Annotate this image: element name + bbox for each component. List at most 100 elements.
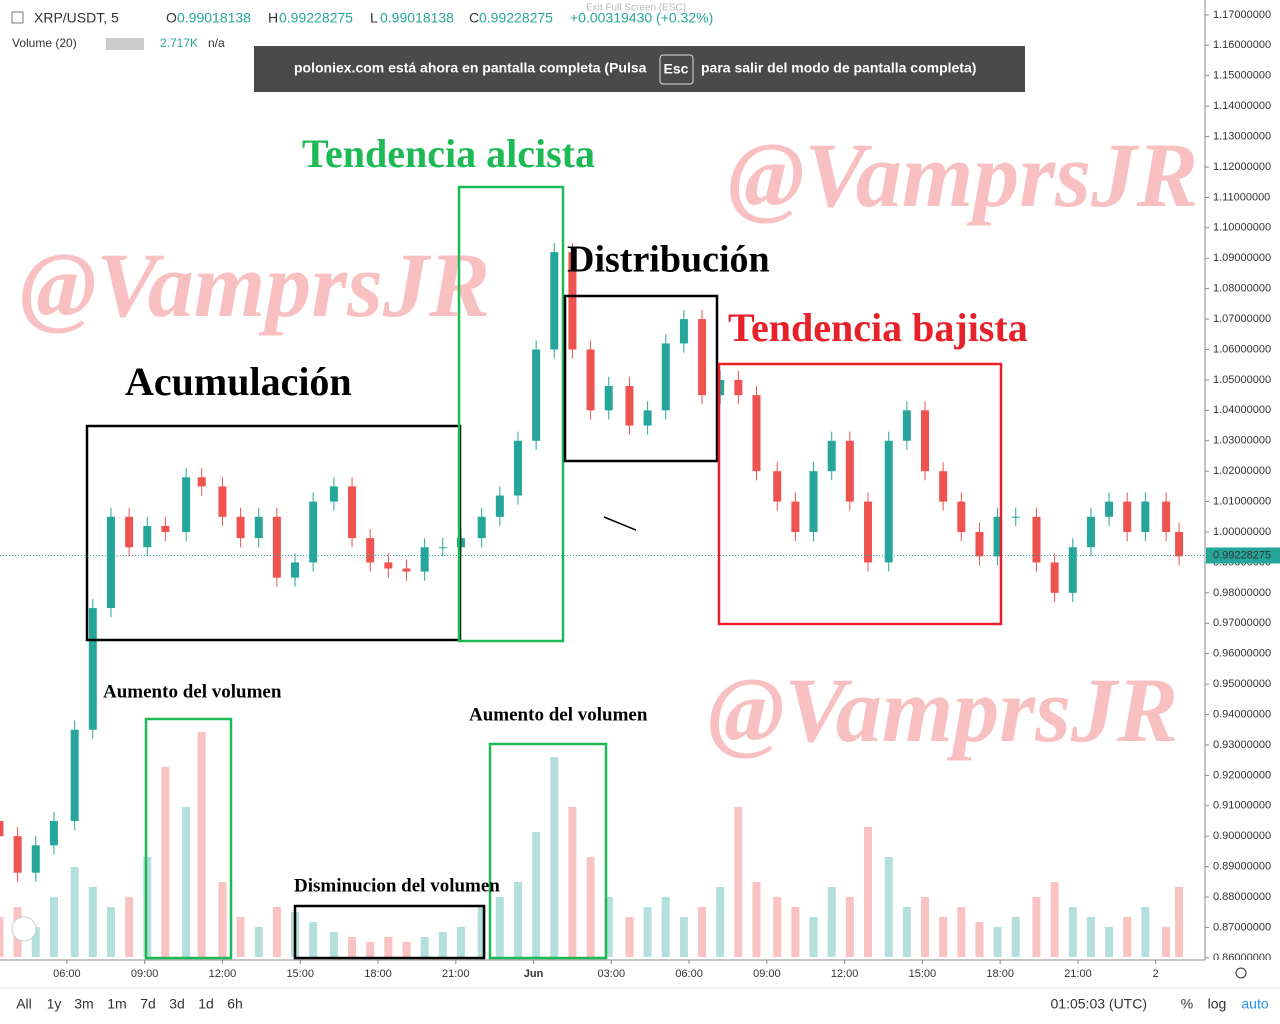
- candle-body: [921, 410, 930, 472]
- candle-body: [197, 477, 206, 487]
- candle-body: [993, 516, 1002, 557]
- y-tick-label: 1.07000000: [1213, 313, 1271, 325]
- candle-body: [236, 516, 245, 539]
- candle-body: [182, 477, 191, 533]
- settings-icon[interactable]: [1235, 967, 1247, 979]
- c-value: 0.99228275: [479, 10, 553, 26]
- volume-bar: [182, 807, 191, 957]
- volume-bar: [863, 827, 872, 957]
- volume-bar: [272, 907, 281, 957]
- volume-bar: [550, 757, 559, 957]
- candle-body: [902, 410, 911, 441]
- volume-bar: [773, 897, 782, 957]
- annotation: Aumento del volumen: [469, 704, 648, 725]
- volume-bar: [1011, 917, 1020, 957]
- last-price-label: 0.99228275: [1213, 549, 1271, 561]
- candle-body: [957, 501, 966, 533]
- auto-toggle[interactable]: auto: [1241, 996, 1268, 1012]
- last-price-box: [1206, 547, 1280, 564]
- x-tick-label: 03:00: [598, 968, 626, 980]
- percent-toggle[interactable]: %: [1181, 996, 1193, 1012]
- candle-body: [254, 516, 263, 539]
- y-tick-label: 0.91000000: [1213, 800, 1271, 812]
- volume-bar: [366, 942, 375, 957]
- candle-body: [568, 252, 577, 350]
- volume-bar: [0, 917, 4, 957]
- y-tick-label: 1.16000000: [1213, 39, 1271, 51]
- candle-body: [513, 440, 522, 496]
- volume-bar: [921, 897, 930, 957]
- x-tick-label: 06:00: [53, 968, 81, 980]
- y-tick-label: 1.09000000: [1213, 252, 1271, 264]
- volume-bar: [643, 907, 652, 957]
- y-tick-label: 0.93000000: [1213, 739, 1271, 751]
- x-tick-label: 15:00: [286, 968, 314, 980]
- y-tick-label: 0.89000000: [1213, 861, 1271, 873]
- c-label: C: [469, 10, 479, 26]
- range-button[interactable]: 7d: [140, 996, 156, 1012]
- x-tick-label: 12:00: [831, 968, 859, 980]
- y-tick-label: 0.88000000: [1213, 891, 1271, 903]
- candle-body: [309, 501, 318, 563]
- y-tick-label: 0.94000000: [1213, 708, 1271, 720]
- exit-fullscreen[interactable]: Exit Full Screen (ESC): [586, 3, 686, 14]
- candle-body: [348, 486, 357, 539]
- y-tick-label: 1.17000000: [1213, 9, 1271, 21]
- annotation: Distribución: [567, 239, 770, 281]
- volume-bar: [975, 922, 984, 957]
- range-button[interactable]: 3m: [74, 996, 93, 1012]
- candle-body: [863, 501, 872, 563]
- candle-body: [438, 547, 447, 549]
- annotation: Aumento del volumen: [103, 681, 282, 702]
- candle-body: [809, 471, 818, 533]
- h-value: 0.99228275: [279, 10, 353, 26]
- annotation: Acumulación: [125, 359, 352, 404]
- box: [457, 185, 565, 643]
- candle-body: [125, 516, 134, 548]
- volume-bar: [568, 807, 577, 957]
- volume-bar: [31, 927, 40, 957]
- esc-key: [659, 54, 694, 85]
- log-toggle[interactable]: log: [1208, 996, 1227, 1012]
- volume-bar: [939, 917, 948, 957]
- range-button[interactable]: All: [16, 996, 32, 1012]
- candle-body: [477, 516, 486, 539]
- y-tick-label: 1.11000000: [1213, 191, 1270, 203]
- volume-bar: [125, 897, 134, 957]
- candle-body: [1105, 501, 1114, 517]
- box: [144, 717, 233, 960]
- collapse-icon[interactable]: [11, 11, 24, 24]
- annotation-boxes: [85, 185, 1003, 960]
- range-button[interactable]: 1m: [107, 996, 126, 1012]
- candle-body: [604, 386, 613, 411]
- annotation: Disminucion del volumen: [294, 875, 500, 896]
- x-tick-label: 09:00: [753, 968, 781, 980]
- range-button[interactable]: 6h: [227, 996, 243, 1012]
- range-button[interactable]: 3d: [169, 996, 185, 1012]
- volume-bar: [845, 897, 854, 957]
- candle-body: [698, 319, 707, 396]
- h-label: H: [268, 10, 278, 26]
- range-button[interactable]: 1y: [47, 996, 62, 1012]
- x-tick-label: 21:00: [442, 968, 470, 980]
- y-axis-bg: [1205, 0, 1280, 960]
- x-tick-label: 09:00: [131, 968, 159, 980]
- change: +0.00319430 (+0.32%): [570, 10, 713, 26]
- candle-body: [13, 836, 22, 873]
- candle-body: [1175, 532, 1184, 557]
- range-button[interactable]: 1d: [198, 996, 214, 1012]
- candle-body: [329, 486, 338, 502]
- fullscreen-banner: [254, 46, 1025, 92]
- volume-bar: [161, 767, 170, 957]
- volume-bar: [1162, 927, 1171, 957]
- x-tick-label: 12:00: [209, 968, 237, 980]
- logo[interactable]: [11, 916, 37, 942]
- drawn-line: [603, 516, 637, 531]
- volume-icons[interactable]: [106, 38, 144, 50]
- volume-bar: [1175, 887, 1184, 957]
- volume-bar: [236, 917, 245, 957]
- candle-body: [1032, 516, 1041, 563]
- candle-body: [661, 343, 670, 411]
- banner-text: para salir del modo de pantalla completa…: [701, 60, 976, 76]
